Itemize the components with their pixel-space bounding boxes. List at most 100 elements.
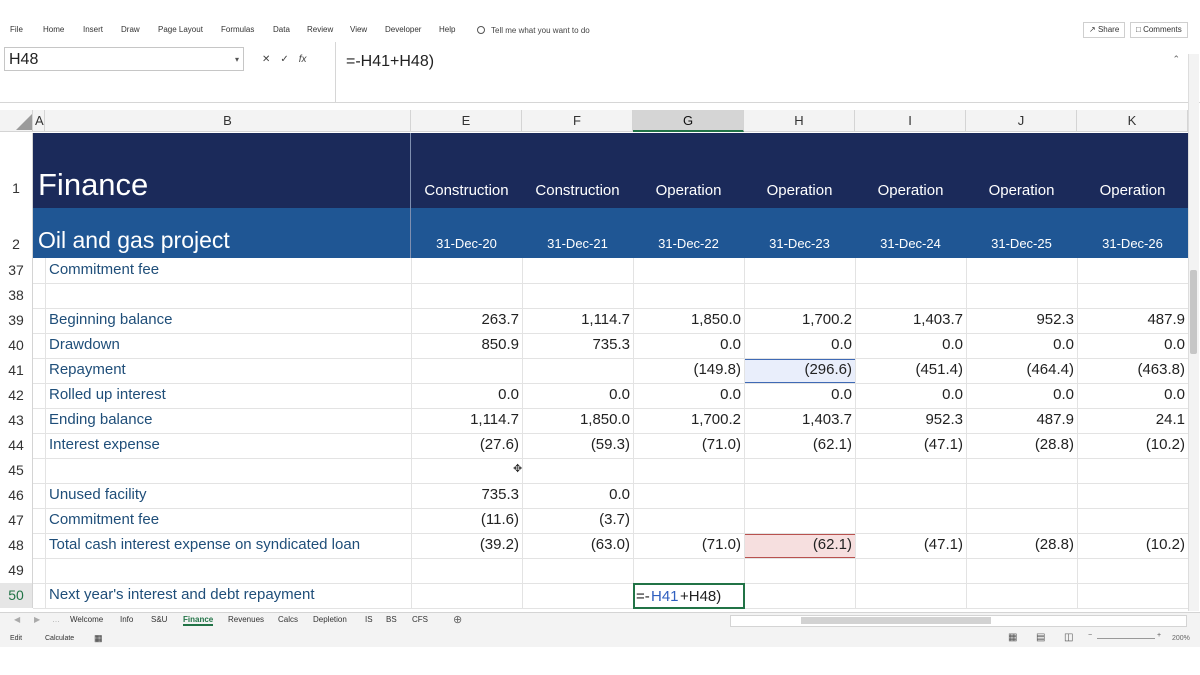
- col-header-e[interactable]: E: [411, 110, 522, 132]
- col-header-j[interactable]: J: [966, 110, 1077, 132]
- value-cell[interactable]: (47.1): [923, 436, 963, 453]
- horizontal-scrollbar[interactable]: [730, 615, 1187, 627]
- sheet-tab[interactable]: IS: [365, 615, 373, 624]
- value-cell[interactable]: 952.3: [925, 411, 963, 428]
- more-sheets-icon[interactable]: …: [52, 615, 60, 624]
- row-header[interactable]: 42: [0, 383, 33, 408]
- row-header[interactable]: 45: [0, 458, 33, 483]
- zoom-out-icon[interactable]: −: [1088, 632, 1093, 639]
- value-cell[interactable]: (296.6): [804, 361, 852, 378]
- macro-record-icon[interactable]: ▦: [94, 633, 103, 643]
- sheet-tab[interactable]: Finance: [183, 615, 214, 626]
- value-cell[interactable]: 24.1: [1155, 411, 1185, 428]
- tab-draw[interactable]: Draw: [121, 25, 140, 34]
- zoom-slider[interactable]: [1097, 638, 1155, 639]
- value-cell[interactable]: (27.6): [479, 436, 519, 453]
- tab-file[interactable]: File: [10, 25, 23, 34]
- value-cell[interactable]: 1,700.2: [801, 311, 852, 328]
- row-header[interactable]: 47: [0, 508, 33, 533]
- selected-cell-h41[interactable]: [744, 359, 856, 383]
- select-all-corner[interactable]: [0, 110, 33, 132]
- tab-data[interactable]: Data: [273, 25, 290, 34]
- enter-icon[interactable]: ✓: [280, 54, 289, 65]
- value-cell[interactable]: (59.3): [590, 436, 630, 453]
- value-cell[interactable]: 0.0: [1164, 336, 1185, 353]
- row-label[interactable]: Commitment fee: [49, 511, 160, 528]
- vertical-scroll-thumb[interactable]: [1190, 270, 1197, 354]
- col-header-b[interactable]: B: [45, 110, 411, 132]
- page-break-view-icon[interactable]: ◫: [1064, 632, 1074, 643]
- sheet-tab[interactable]: CFS: [412, 615, 428, 624]
- col-header-i[interactable]: I: [855, 110, 966, 132]
- row-label[interactable]: Unused facility: [49, 486, 147, 503]
- col-header-a[interactable]: A: [33, 110, 45, 132]
- sheet-tab[interactable]: Info: [120, 615, 134, 624]
- row-label[interactable]: Ending balance: [49, 411, 153, 428]
- referenced-cell-h48[interactable]: [744, 534, 856, 558]
- sheet-tab[interactable]: Revenues: [228, 615, 265, 624]
- value-cell[interactable]: 1,700.2: [690, 411, 741, 428]
- row-header[interactable]: 43: [0, 408, 33, 433]
- value-cell[interactable]: 952.3: [1036, 311, 1074, 328]
- value-cell[interactable]: (3.7): [599, 511, 630, 528]
- chevron-down-icon[interactable]: ▾: [234, 55, 239, 64]
- value-cell[interactable]: 0.0: [498, 386, 519, 403]
- row-header[interactable]: 48: [0, 533, 33, 558]
- tab-formulas[interactable]: Formulas: [221, 25, 255, 34]
- share-button[interactable]: ↗ Share: [1083, 22, 1126, 38]
- row-label[interactable]: Total cash interest expense on syndicate…: [49, 536, 361, 553]
- sheet-tab[interactable]: Welcome: [70, 615, 104, 624]
- tab-view[interactable]: View: [350, 25, 368, 34]
- row-label[interactable]: Beginning balance: [49, 311, 173, 328]
- insert-function-icon[interactable]: fx: [298, 54, 307, 65]
- vertical-scrollbar[interactable]: [1188, 54, 1199, 611]
- value-cell[interactable]: 1,850.0: [690, 311, 741, 328]
- value-cell[interactable]: (71.0): [701, 536, 741, 553]
- horizontal-scroll-thumb[interactable]: [801, 617, 991, 624]
- row-label[interactable]: Rolled up interest: [49, 386, 166, 403]
- value-cell[interactable]: (464.4): [1026, 361, 1074, 378]
- next-sheet-icon[interactable]: ▶: [34, 615, 41, 624]
- tab-review[interactable]: Review: [307, 25, 334, 34]
- value-cell[interactable]: (71.0): [701, 436, 741, 453]
- row-header[interactable]: 49: [0, 558, 33, 583]
- zoom-in-icon[interactable]: +: [1157, 632, 1162, 639]
- row-header[interactable]: 40: [0, 333, 33, 358]
- page-layout-view-icon[interactable]: ▤: [1036, 632, 1046, 643]
- add-sheet-icon[interactable]: ⊕: [453, 614, 463, 626]
- col-header-h[interactable]: H: [744, 110, 855, 132]
- value-cell[interactable]: 0.0: [831, 386, 852, 403]
- tab-developer[interactable]: Developer: [385, 25, 422, 34]
- value-cell[interactable]: 0.0: [1053, 386, 1074, 403]
- row-header[interactable]: 38: [0, 283, 33, 308]
- value-cell[interactable]: 1,114.7: [470, 411, 519, 428]
- value-cell[interactable]: 0.0: [609, 386, 630, 403]
- tab-help[interactable]: Help: [439, 25, 456, 34]
- row-header[interactable]: 41: [0, 358, 33, 383]
- row-header[interactable]: 1: [0, 133, 33, 208]
- value-cell[interactable]: (10.2): [1145, 436, 1185, 453]
- col-header-k[interactable]: K: [1077, 110, 1188, 132]
- value-cell[interactable]: (47.1): [923, 536, 963, 553]
- editing-cell-g50[interactable]: =- H41 +H48): [633, 583, 745, 609]
- row-header[interactable]: 2: [0, 208, 33, 258]
- value-cell[interactable]: 0.0: [720, 386, 741, 403]
- value-cell[interactable]: 0.0: [942, 336, 963, 353]
- value-cell[interactable]: 263.7: [481, 311, 519, 328]
- row-label[interactable]: Interest expense: [49, 436, 160, 453]
- tell-me-search[interactable]: Tell me what you want to do: [477, 25, 590, 35]
- row-header[interactable]: 50: [0, 583, 33, 608]
- row-header[interactable]: 46: [0, 483, 33, 508]
- value-cell[interactable]: 1,850.0: [579, 411, 630, 428]
- value-cell[interactable]: 0.0: [609, 486, 630, 503]
- collapse-icon[interactable]: ⌃: [1172, 54, 1180, 64]
- value-cell[interactable]: (451.4): [915, 361, 963, 378]
- cancel-icon[interactable]: ✕: [262, 54, 271, 65]
- value-cell[interactable]: 0.0: [720, 336, 741, 353]
- value-cell[interactable]: (63.0): [590, 536, 630, 553]
- tab-insert[interactable]: Insert: [83, 25, 104, 34]
- row-header[interactable]: 39: [0, 308, 33, 333]
- value-cell[interactable]: (62.1): [812, 536, 852, 553]
- name-box[interactable]: H48 ▾: [4, 47, 244, 71]
- value-cell[interactable]: 735.3: [481, 486, 519, 503]
